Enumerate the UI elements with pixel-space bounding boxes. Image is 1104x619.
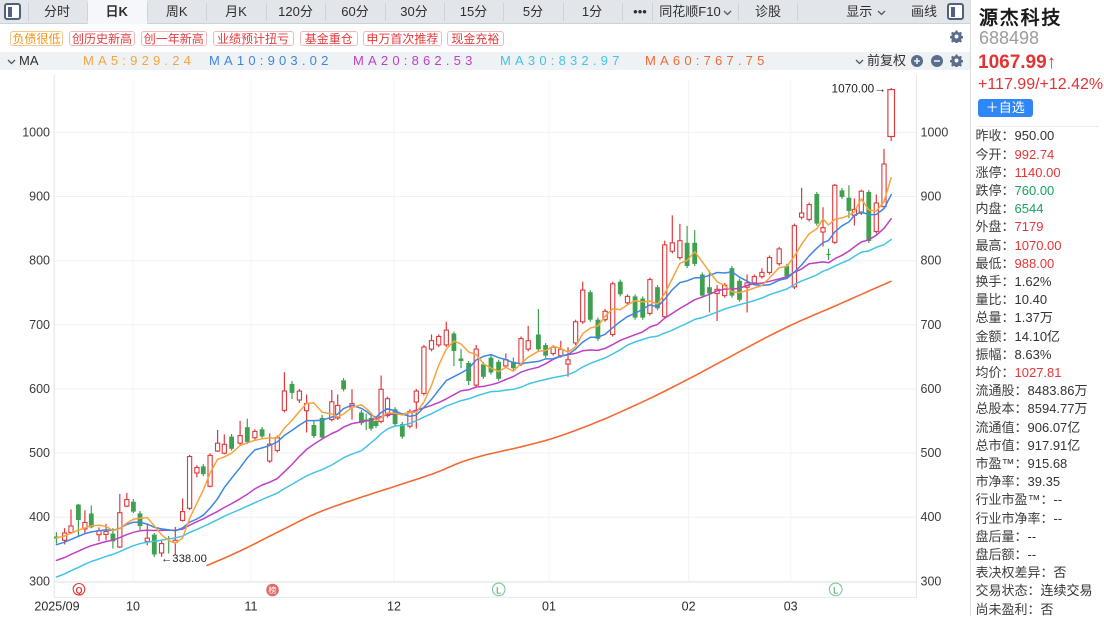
svg-text:03: 03 <box>784 600 798 614</box>
svg-text:1000: 1000 <box>921 125 949 139</box>
svg-text:300: 300 <box>921 574 942 588</box>
svg-text:900: 900 <box>29 190 50 204</box>
svg-text:Q: Q <box>75 585 82 595</box>
svg-text:500: 500 <box>921 446 942 460</box>
svg-text:700: 700 <box>921 318 942 332</box>
svg-text:900: 900 <box>921 190 942 204</box>
svg-text:500: 500 <box>29 446 50 460</box>
svg-text:12: 12 <box>387 600 401 614</box>
svg-text:1000: 1000 <box>22 125 50 139</box>
svg-text:L: L <box>833 586 838 597</box>
svg-text:600: 600 <box>29 382 50 396</box>
svg-text:1070.00→: 1070.00→ <box>832 82 886 96</box>
svg-text:600: 600 <box>921 382 942 396</box>
svg-text:400: 400 <box>29 510 50 524</box>
svg-text:800: 800 <box>29 254 50 268</box>
svg-text:800: 800 <box>921 254 942 268</box>
svg-text:700: 700 <box>29 318 50 332</box>
svg-text:L: L <box>496 586 501 597</box>
svg-text:400: 400 <box>921 510 942 524</box>
svg-text:300: 300 <box>29 574 50 588</box>
svg-text:2025/09: 2025/09 <box>34 600 79 614</box>
svg-text:01: 01 <box>542 600 556 614</box>
svg-text:02: 02 <box>682 600 696 614</box>
svg-text:11: 11 <box>245 600 258 614</box>
svg-text:10: 10 <box>126 600 140 614</box>
svg-text:←338.00: ←338.00 <box>161 553 207 565</box>
svg-text:榜: 榜 <box>268 585 276 595</box>
